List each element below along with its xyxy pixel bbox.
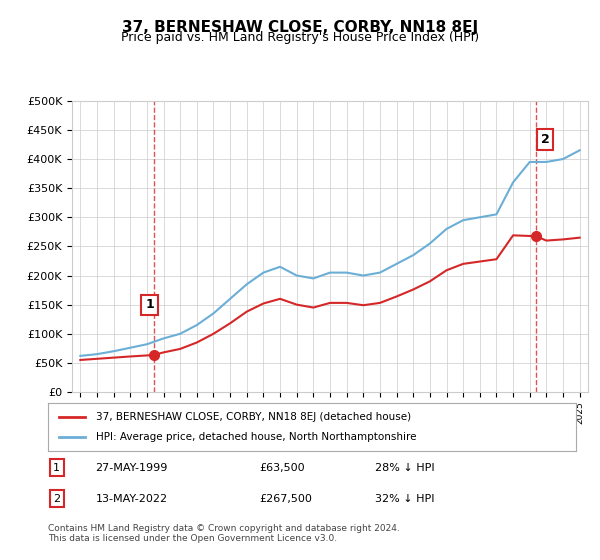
Text: 37, BERNESHAW CLOSE, CORBY, NN18 8EJ (detached house): 37, BERNESHAW CLOSE, CORBY, NN18 8EJ (de… <box>95 412 410 422</box>
Text: 13-MAY-2022: 13-MAY-2022 <box>95 494 167 503</box>
Text: HPI: Average price, detached house, North Northamptonshire: HPI: Average price, detached house, Nort… <box>95 432 416 442</box>
Text: 32% ↓ HPI: 32% ↓ HPI <box>376 494 435 503</box>
Text: £63,500: £63,500 <box>259 463 305 473</box>
Text: £267,500: £267,500 <box>259 494 312 503</box>
Text: 1: 1 <box>53 463 60 473</box>
Text: Contains HM Land Registry data © Crown copyright and database right 2024.
This d: Contains HM Land Registry data © Crown c… <box>48 524 400 543</box>
Text: 37, BERNESHAW CLOSE, CORBY, NN18 8EJ: 37, BERNESHAW CLOSE, CORBY, NN18 8EJ <box>122 20 478 35</box>
Text: 2: 2 <box>53 494 61 503</box>
Text: 1: 1 <box>145 298 154 311</box>
Text: 2: 2 <box>541 133 550 146</box>
Text: Price paid vs. HM Land Registry's House Price Index (HPI): Price paid vs. HM Land Registry's House … <box>121 31 479 44</box>
Text: 28% ↓ HPI: 28% ↓ HPI <box>376 463 435 473</box>
Text: 27-MAY-1999: 27-MAY-1999 <box>95 463 168 473</box>
